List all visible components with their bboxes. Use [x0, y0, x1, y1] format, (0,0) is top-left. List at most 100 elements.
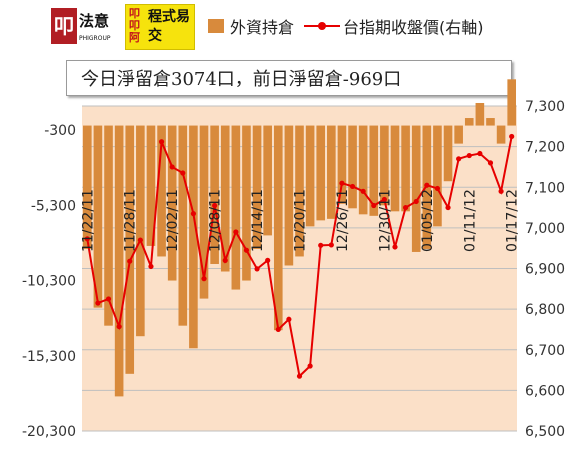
price-point — [127, 258, 133, 264]
bar — [252, 125, 262, 249]
price-point — [445, 204, 451, 211]
bar — [199, 125, 209, 299]
price-point — [158, 139, 165, 145]
bar — [348, 125, 357, 209]
price-point — [498, 188, 504, 194]
price-point — [424, 182, 430, 188]
bar — [486, 118, 495, 126]
axes: 7,300 7,200 7,100 7,000 6,900 6,800 6,700 6,600… — [22, 99, 565, 440]
price-point — [212, 202, 218, 209]
bar — [273, 125, 283, 331]
x-axis-tick-label: 01/17/12 — [505, 189, 521, 252]
price-point — [148, 263, 154, 270]
price-point — [222, 257, 228, 263]
bar — [146, 125, 156, 246]
right-axis-tick-label: 6,500 — [525, 424, 565, 440]
left-axis-tick-label: -20,300 — [22, 424, 76, 440]
price-point — [339, 180, 345, 186]
x-axis-tick-label: 12/26/11 — [335, 189, 351, 252]
bar — [242, 125, 251, 281]
bar — [167, 125, 177, 281]
bar — [327, 125, 336, 219]
bar — [507, 79, 516, 126]
bar — [93, 125, 103, 308]
bar — [157, 125, 166, 257]
price-point — [243, 247, 250, 253]
price-point — [201, 276, 207, 282]
phigroup-logo: 叩 法意 PHIGROUP — [48, 4, 123, 50]
bar — [83, 125, 92, 249]
bar — [380, 125, 389, 206]
right-axis-tick-label: 7,100 — [525, 180, 565, 196]
position-summary-box: 今日淨留倉3074口，前日淨留倉-969口 — [66, 60, 512, 96]
bar — [316, 125, 326, 221]
bar — [358, 125, 368, 215]
program-trading-logo: 叩叩阿 程式易交 — [125, 4, 195, 50]
bar — [231, 125, 241, 290]
price-point — [116, 323, 122, 330]
price-point — [318, 242, 324, 248]
right-axis-tick-label: 6,700 — [525, 343, 565, 359]
price-point — [180, 170, 186, 176]
x-axis-tick-label: 11/28/11 — [123, 189, 139, 252]
bar — [220, 125, 230, 272]
bar — [104, 125, 113, 326]
price-point — [275, 326, 281, 333]
price-point — [413, 198, 419, 205]
logo2-left-column: 叩叩阿 — [129, 7, 140, 44]
left-axis-tick-label: -5,300 — [31, 198, 76, 214]
x-axis-tick-label: 11/22/11 — [80, 189, 96, 252]
price-point — [265, 257, 271, 263]
bar — [284, 125, 294, 266]
bar — [136, 125, 145, 337]
bar — [125, 125, 135, 374]
price-point — [466, 152, 472, 159]
legend-line-label: 台指期收盤價(右軸) — [343, 18, 484, 37]
bar — [337, 125, 347, 204]
logo-seal-icon: 叩 — [51, 8, 77, 44]
price-point — [254, 266, 260, 272]
price-point — [487, 160, 494, 166]
left-axis-tick-label: -15,300 — [22, 349, 76, 365]
logo2-main-text: 程式易交 — [148, 9, 190, 44]
bar-series — [83, 79, 516, 397]
price-point — [286, 316, 292, 322]
price-point — [349, 183, 356, 190]
price-point — [95, 300, 101, 306]
bar — [210, 125, 219, 264]
price-point — [328, 242, 334, 248]
right-axis-tick-label: 6,800 — [525, 302, 565, 318]
bar — [464, 118, 474, 126]
price-point — [371, 202, 377, 209]
x-axis-tick-label: 12/14/11 — [250, 189, 266, 252]
right-axis-tick-label: 7,200 — [525, 140, 565, 156]
bar — [401, 125, 410, 212]
bar — [390, 125, 400, 212]
price-point — [477, 150, 483, 157]
price-point — [509, 133, 515, 140]
x-axis-tick-label: 01/05/12 — [420, 189, 436, 252]
x-axis-tick-label: 12/02/11 — [165, 189, 181, 252]
logo-brand-sub: PHIGROUP — [79, 35, 111, 42]
x-axis-tick-label: 01/11/12 — [462, 189, 478, 252]
legend-bar-label: 外資持倉 — [230, 18, 295, 37]
right-axis-tick-label: 7,000 — [525, 221, 565, 237]
price-point — [84, 236, 90, 242]
price-point — [137, 237, 143, 243]
bar — [114, 125, 124, 397]
price-point — [456, 156, 462, 162]
price-point — [307, 363, 313, 369]
legend-line-marker — [318, 22, 326, 30]
position-summary-text: 今日淨留倉3074口，前日淨留倉-969口 — [81, 69, 402, 90]
price-point — [434, 185, 441, 192]
bar — [189, 125, 198, 349]
line-series — [84, 133, 515, 379]
bar — [263, 125, 272, 236]
x-axis-tick-label: 12/30/11 — [377, 189, 393, 252]
price-point — [233, 229, 239, 235]
price-point — [360, 188, 366, 194]
left-axis-tick-label: -300 — [44, 123, 76, 139]
bar — [443, 125, 453, 182]
bar — [411, 125, 421, 252]
